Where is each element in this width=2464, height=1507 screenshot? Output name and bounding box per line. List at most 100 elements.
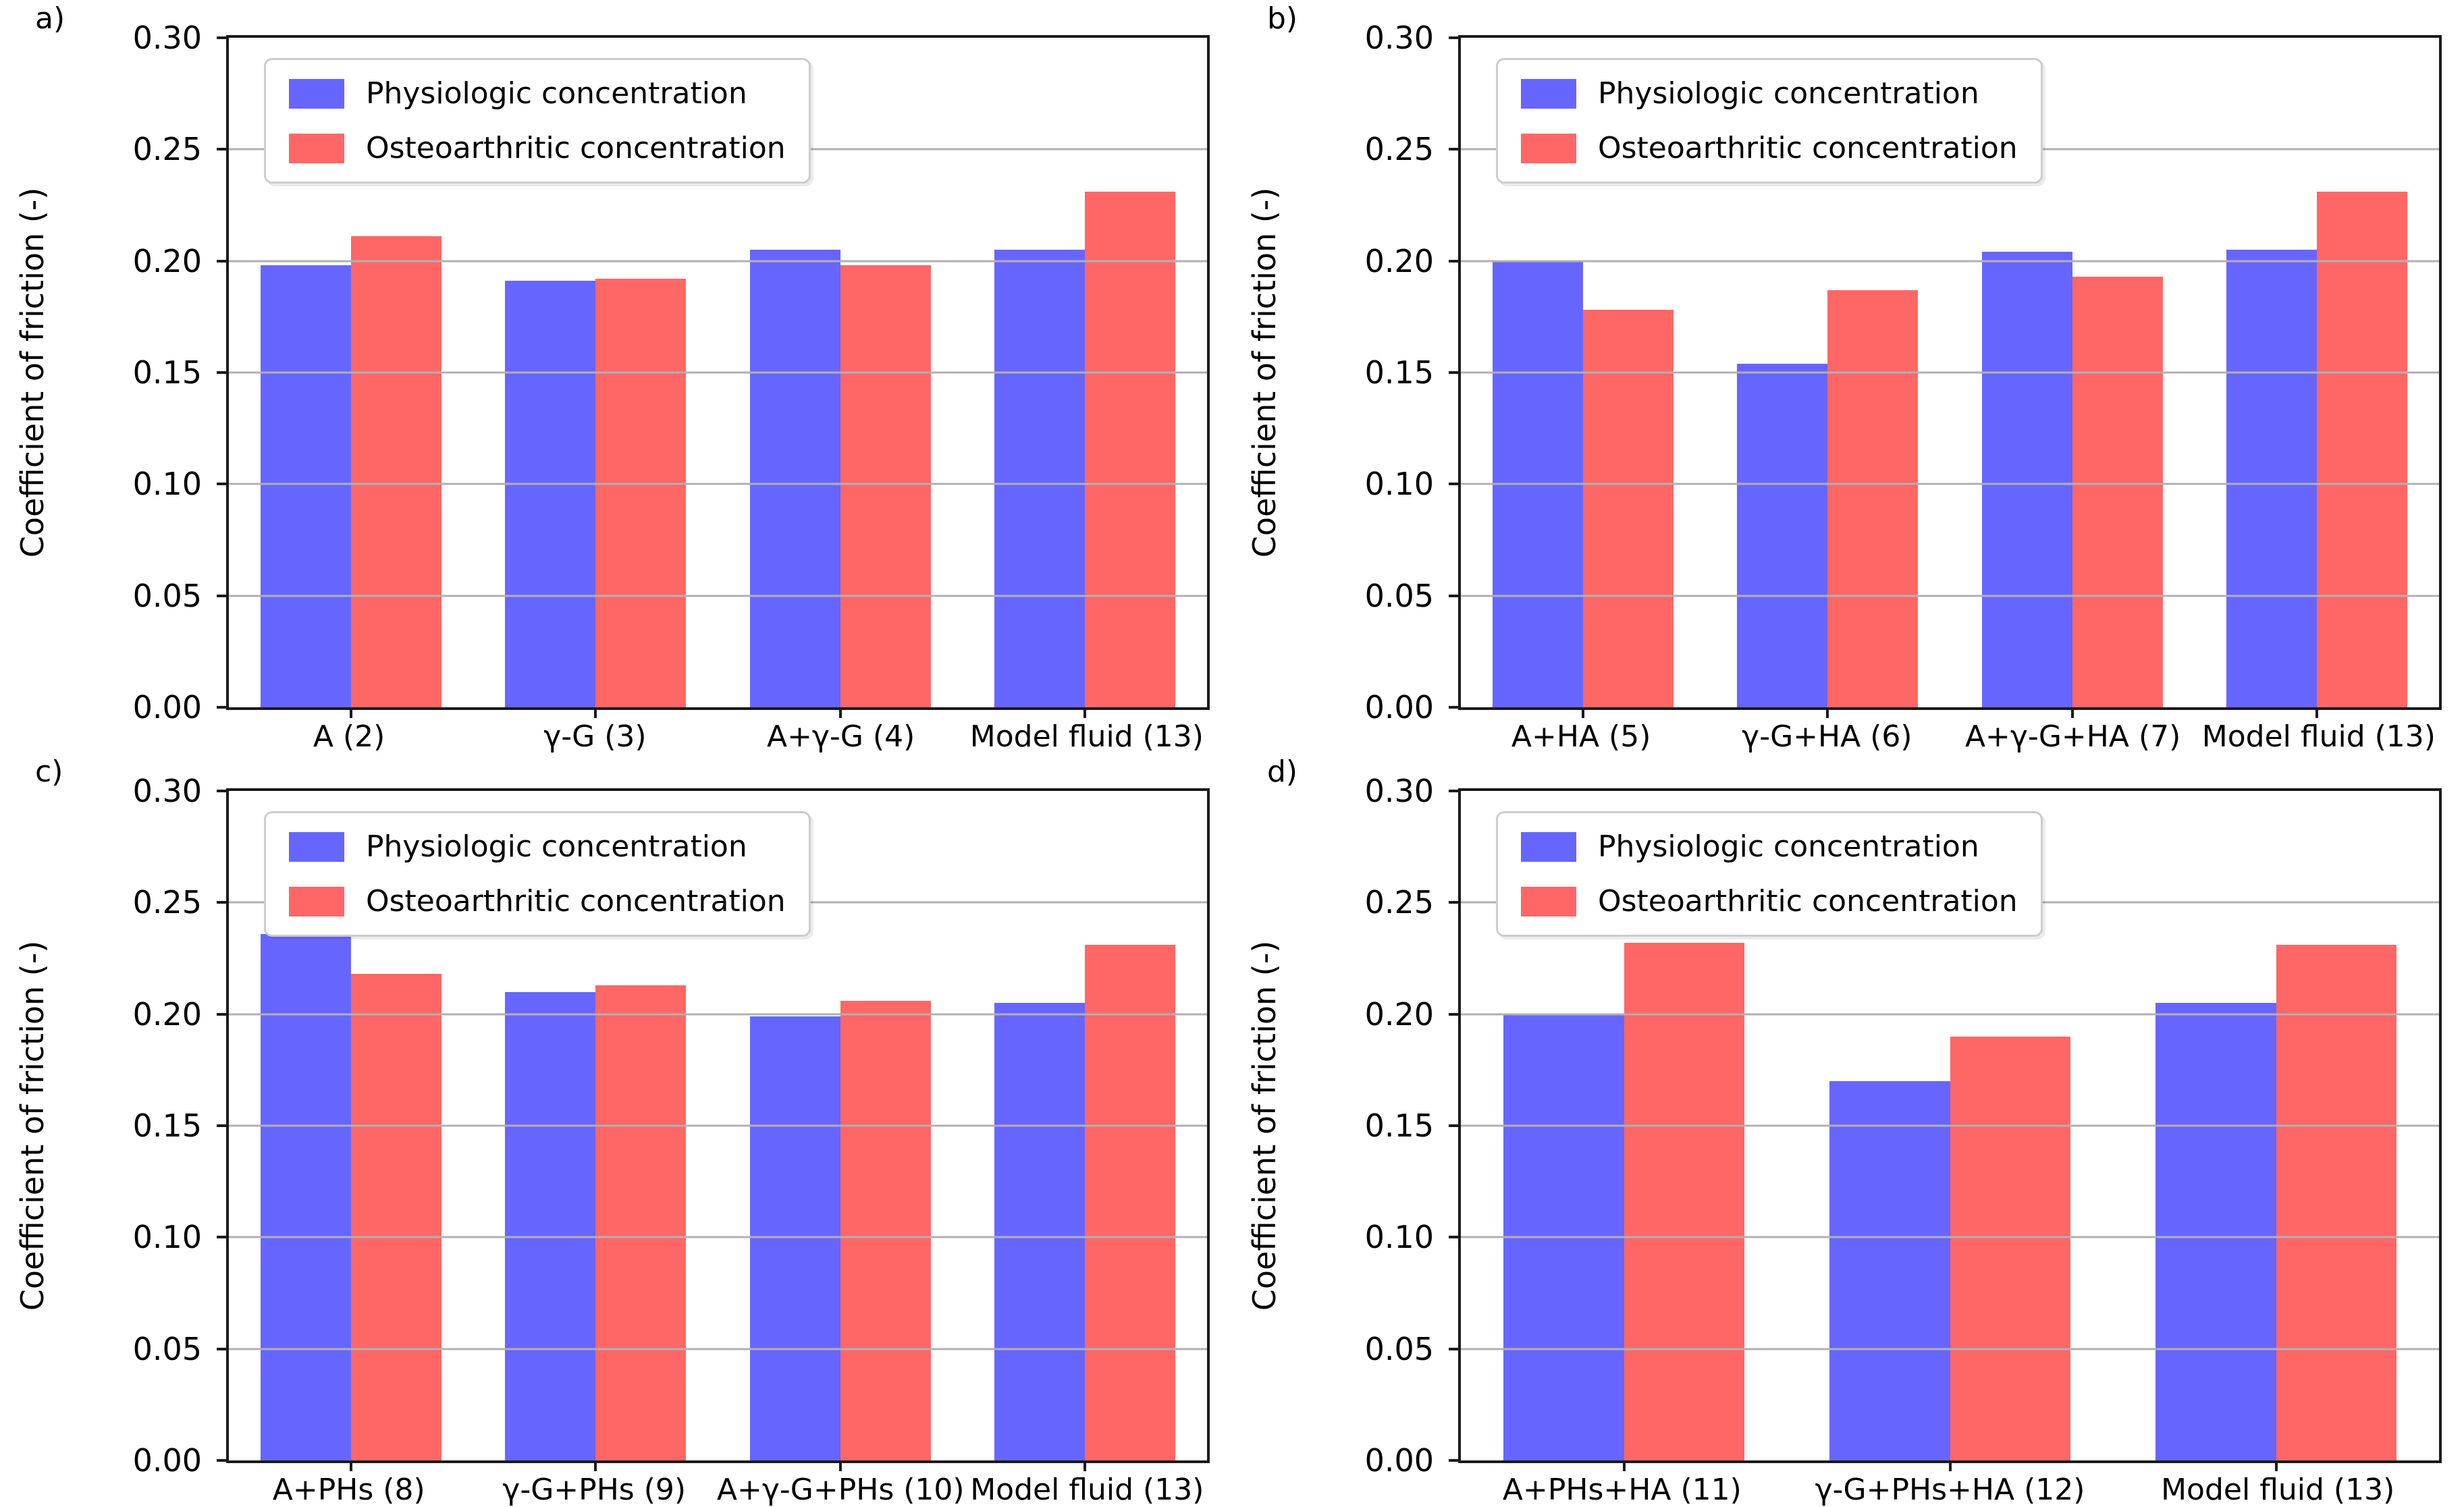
x-tick-mark (838, 1460, 842, 1471)
y-tick-label: 0.05 (132, 1330, 202, 1367)
panel-letter: c) (35, 755, 63, 789)
x-category-label: A+γ-G+HA (7) (1964, 719, 2181, 754)
y-tick-label: 0.20 (132, 242, 202, 279)
y-tick-label: 0.30 (1364, 773, 1434, 809)
y-tick-mark (217, 1012, 229, 1016)
plot-area: Physiologic concentration Osteoarthritic… (133, 775, 1210, 1476)
y-tick-mark (217, 483, 229, 486)
y-tick-label: 0.20 (1364, 995, 1434, 1033)
bar-osteoarthritic (2316, 192, 2407, 707)
panel-letter: b) (1267, 1, 1298, 36)
gridline (229, 260, 1207, 263)
y-tick-label: 0.30 (132, 773, 202, 809)
y-tick-mark (1449, 1236, 1461, 1239)
x-category-label: A (2) (313, 719, 385, 754)
bar-group (963, 791, 1207, 1460)
bar-osteoarthritic (1084, 192, 1175, 707)
gridline (229, 371, 1207, 374)
x-category-label: Model fluid (13) (969, 719, 1204, 754)
y-axis-label: Coefficient of friction (-) (1246, 187, 1283, 558)
bar-osteoarthritic (840, 265, 931, 707)
legend-label: Physiologic concentration (366, 76, 747, 111)
gridline (1461, 1236, 2439, 1238)
legend-swatch-physiologic (289, 78, 344, 109)
bar-osteoarthritic (2072, 276, 2163, 707)
y-tick-mark (1449, 790, 1461, 792)
bar-group (1705, 38, 1950, 707)
bar-physiologic (1737, 363, 1828, 707)
bar-osteoarthritic (595, 985, 687, 1460)
y-tick-label: 0.25 (132, 131, 202, 168)
legend-entry-physiologic: Physiologic concentration (1521, 829, 2018, 864)
y-tick-label: 0.05 (1364, 577, 1434, 614)
bar-group (1950, 38, 2195, 707)
y-tick-mark (217, 1459, 229, 1462)
legend-entry-physiologic: Physiologic concentration (1521, 76, 2018, 111)
x-category-label: Model fluid (13) (2161, 1473, 2395, 1507)
x-category-label: Model fluid (13) (970, 1473, 1204, 1507)
y-tick-label: 0.25 (1364, 131, 1434, 168)
bar-physiologic (2155, 1003, 2276, 1460)
x-tick-mark (1083, 707, 1086, 718)
legend-label: Osteoarthritic concentration (366, 884, 786, 919)
panel-b: b) Coefficient of friction (-) Physiolog… (1232, 0, 2464, 754)
x-category-label: A+PHs+HA (11) (1502, 1473, 1742, 1507)
y-tick-label: 0.00 (1364, 689, 1434, 725)
bar-groups (229, 38, 1207, 707)
legend: Physiologic concentration Osteoarthritic… (1496, 58, 2043, 184)
gridline (229, 1013, 1207, 1016)
y-tick-mark (217, 1124, 229, 1127)
x-category-label: γ-G+PHs (9) (502, 1473, 687, 1507)
x-category-label: A+γ-G+PHs (10) (716, 1473, 965, 1507)
y-tick-mark (217, 594, 229, 597)
x-tick-mark (2274, 1460, 2278, 1471)
bar-osteoarthritic (840, 1000, 931, 1460)
y-tick-label: 0.15 (1364, 1107, 1434, 1144)
bar-group (229, 38, 473, 707)
x-tick-mark (1083, 1460, 1086, 1471)
x-tick-mark (1948, 1460, 1952, 1471)
legend-entry-physiologic: Physiologic concentration (289, 76, 786, 111)
legend-label: Physiologic concentration (1598, 76, 1979, 111)
x-axis-labels: A+PHs (8) γ-G+PHs (9) A+γ-G+PHs (10) Model … (226, 1473, 1210, 1507)
x-tick-mark (1826, 707, 1829, 718)
y-tick-mark (1449, 259, 1461, 263)
y-tick-label: 0.10 (1364, 466, 1434, 503)
x-tick-mark (1622, 1460, 1626, 1471)
y-tick-mark (1449, 148, 1461, 151)
gridline (229, 1124, 1207, 1127)
legend-swatch-physiologic (1521, 78, 1576, 109)
legend: Physiologic concentration Osteoarthritic… (264, 58, 811, 184)
bar-group (229, 791, 473, 1460)
y-tick-mark (1449, 483, 1461, 486)
bar-osteoarthritic (1827, 290, 1919, 707)
y-tick-label: 0.10 (1364, 1219, 1434, 1256)
bar-osteoarthritic (595, 279, 687, 707)
bar-osteoarthritic (1084, 945, 1175, 1460)
y-axis-label: Coefficient of friction (-) (1246, 940, 1283, 1311)
bar-group (718, 791, 963, 1460)
y-tick-mark (1449, 594, 1461, 597)
x-tick-mark (838, 707, 842, 718)
y-tick-label: 0.30 (132, 20, 202, 56)
bar-physiologic (1981, 252, 2072, 707)
y-tick-mark (217, 371, 229, 374)
y-tick-label: 0.00 (132, 689, 202, 725)
legend-entry-osteoarthritic: Osteoarthritic concentration (289, 131, 786, 165)
bar-osteoarthritic (351, 974, 442, 1460)
bar-physiologic (749, 250, 840, 707)
bar-group (718, 38, 963, 707)
y-tick-label: 0.10 (132, 1219, 202, 1256)
plot-area: Physiologic concentration Osteoarthritic… (133, 22, 1210, 723)
bar-physiologic (505, 281, 596, 707)
y-tick-label: 0.10 (132, 466, 202, 503)
x-category-label: A+HA (5) (1511, 719, 1651, 754)
y-tick-label: 0.25 (132, 884, 202, 921)
bar-osteoarthritic (351, 236, 442, 707)
y-tick-mark (1449, 1347, 1461, 1350)
bar-physiologic (261, 265, 352, 707)
gridline (229, 1348, 1207, 1350)
y-tick-label: 0.30 (1364, 20, 1434, 56)
bar-physiologic (994, 1003, 1085, 1460)
